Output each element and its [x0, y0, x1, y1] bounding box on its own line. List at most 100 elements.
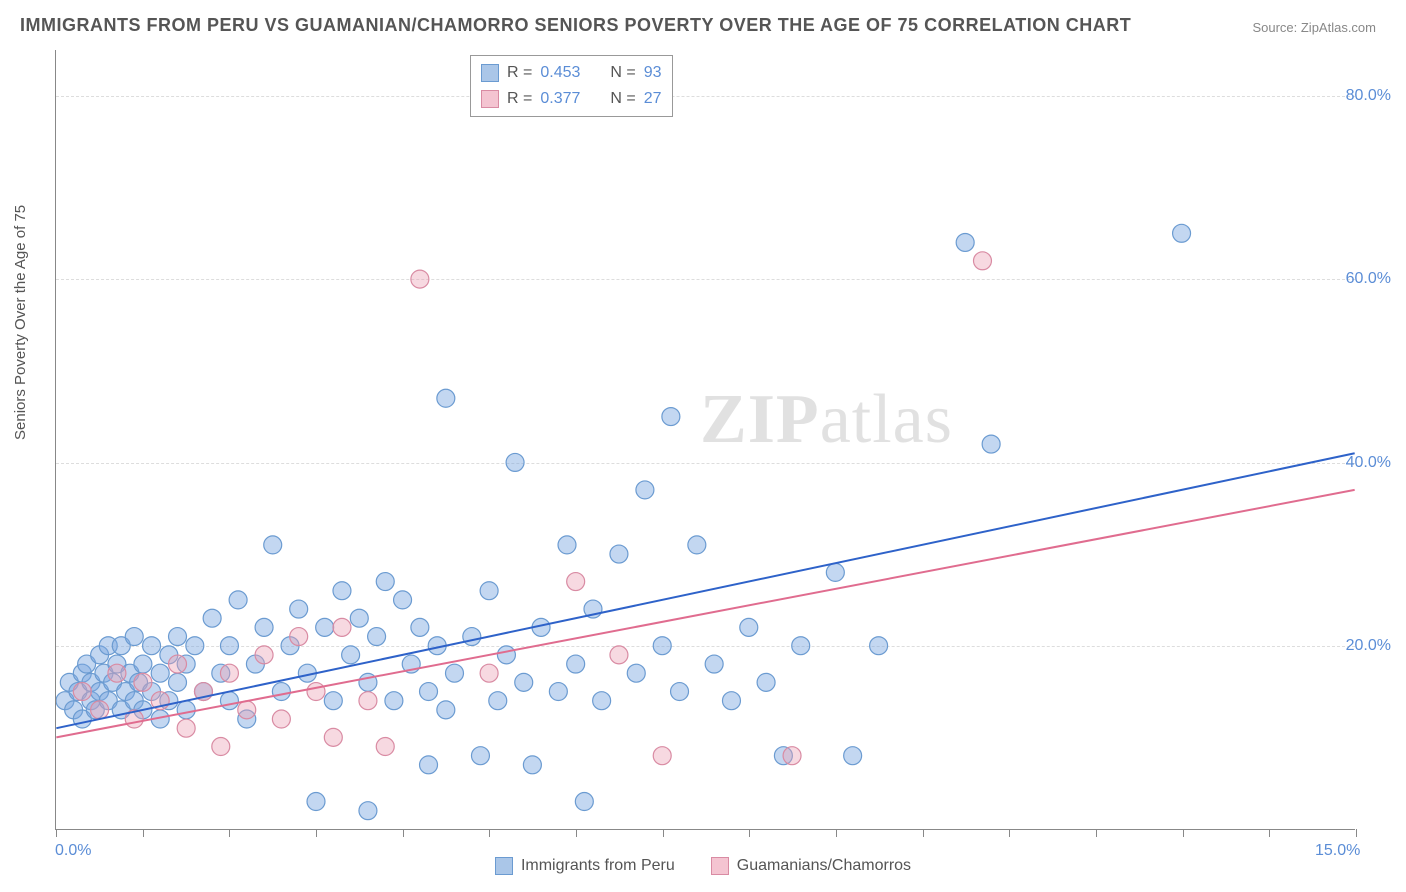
data-point: [359, 692, 377, 710]
legend-r-value: 0.377: [540, 90, 580, 108]
data-point: [229, 591, 247, 609]
data-point: [333, 582, 351, 600]
data-point: [446, 664, 464, 682]
data-point: [783, 747, 801, 765]
data-point: [610, 545, 628, 563]
x-tick: [316, 829, 317, 837]
data-point: [420, 756, 438, 774]
data-point: [108, 664, 126, 682]
x-tick: [836, 829, 837, 837]
data-point: [705, 655, 723, 673]
data-point: [662, 408, 680, 426]
data-point: [506, 453, 524, 471]
x-tick: [923, 829, 924, 837]
legend-series-item: Guamanians/Chamorros: [711, 857, 911, 875]
data-point: [385, 692, 403, 710]
legend-swatch: [495, 857, 513, 875]
data-point: [220, 664, 238, 682]
legend-row: R = 0.453 N = 93: [481, 60, 662, 86]
data-point: [177, 719, 195, 737]
data-point: [1173, 224, 1191, 242]
data-point: [143, 637, 161, 655]
data-point: [549, 683, 567, 701]
source-attribution: Source: ZipAtlas.com: [1252, 20, 1376, 35]
trend-line: [56, 490, 1354, 737]
data-point: [350, 609, 368, 627]
legend-n-label: N =: [610, 64, 635, 82]
legend-n-value: 93: [644, 64, 662, 82]
data-point: [203, 609, 221, 627]
data-point: [91, 701, 109, 719]
data-point: [653, 747, 671, 765]
x-tick: [1269, 829, 1270, 837]
data-point: [169, 655, 187, 673]
legend-r-value: 0.453: [540, 64, 580, 82]
data-point: [575, 793, 593, 811]
x-tick: [403, 829, 404, 837]
data-point: [73, 683, 91, 701]
legend-series-item: Immigrants from Peru: [495, 857, 675, 875]
data-point: [307, 793, 325, 811]
legend-correlation-box: R =0.453N =93R =0.377N =27: [470, 55, 673, 117]
data-point: [627, 664, 645, 682]
x-tick: [1183, 829, 1184, 837]
data-point: [394, 591, 412, 609]
data-point: [169, 673, 187, 691]
data-point: [376, 573, 394, 591]
data-point: [342, 646, 360, 664]
chart-container: IMMIGRANTS FROM PERU VS GUAMANIAN/CHAMOR…: [0, 0, 1406, 892]
data-point: [437, 701, 455, 719]
legend-swatch: [481, 64, 499, 82]
data-point: [220, 692, 238, 710]
legend-row: R =0.377N =27: [481, 86, 662, 112]
legend-series-label: Guamanians/Chamorros: [737, 857, 911, 875]
legend-r-label: R =: [507, 64, 532, 82]
data-point: [826, 563, 844, 581]
x-tick: [489, 829, 490, 837]
data-point: [220, 637, 238, 655]
data-point: [973, 252, 991, 270]
data-point: [316, 618, 334, 636]
data-point: [653, 637, 671, 655]
legend-n-label: N =: [610, 90, 635, 108]
data-point: [151, 664, 169, 682]
data-point: [255, 618, 273, 636]
x-tick: [229, 829, 230, 837]
data-point: [471, 747, 489, 765]
x-tick-label: 0.0%: [55, 842, 91, 860]
x-tick: [56, 829, 57, 837]
source-label: Source:: [1252, 20, 1300, 35]
data-point: [333, 618, 351, 636]
data-point: [515, 673, 533, 691]
data-point: [636, 481, 654, 499]
data-point: [359, 802, 377, 820]
scatter-svg: [56, 50, 1355, 829]
x-tick: [749, 829, 750, 837]
x-tick: [1356, 829, 1357, 837]
data-point: [740, 618, 758, 636]
data-point: [567, 655, 585, 673]
data-point: [177, 701, 195, 719]
plot-area: [55, 50, 1355, 830]
data-point: [307, 683, 325, 701]
data-point: [186, 637, 204, 655]
legend-r-label: R =: [507, 90, 532, 108]
legend-swatch: [481, 90, 499, 108]
legend-series: Immigrants from Peru Guamanians/Chamorros: [0, 857, 1406, 880]
data-point: [497, 646, 515, 664]
data-point: [437, 389, 455, 407]
data-point: [757, 673, 775, 691]
data-point: [411, 618, 429, 636]
data-point: [290, 628, 308, 646]
legend-series-label: Immigrants from Peru: [521, 857, 675, 875]
y-axis-label: Seniors Poverty Over the Age of 75: [12, 205, 29, 440]
data-point: [376, 738, 394, 756]
data-point: [411, 270, 429, 288]
data-point: [480, 582, 498, 600]
data-point: [610, 646, 628, 664]
data-point: [956, 233, 974, 251]
data-point: [792, 637, 810, 655]
data-point: [844, 747, 862, 765]
data-point: [290, 600, 308, 618]
data-point: [169, 628, 187, 646]
